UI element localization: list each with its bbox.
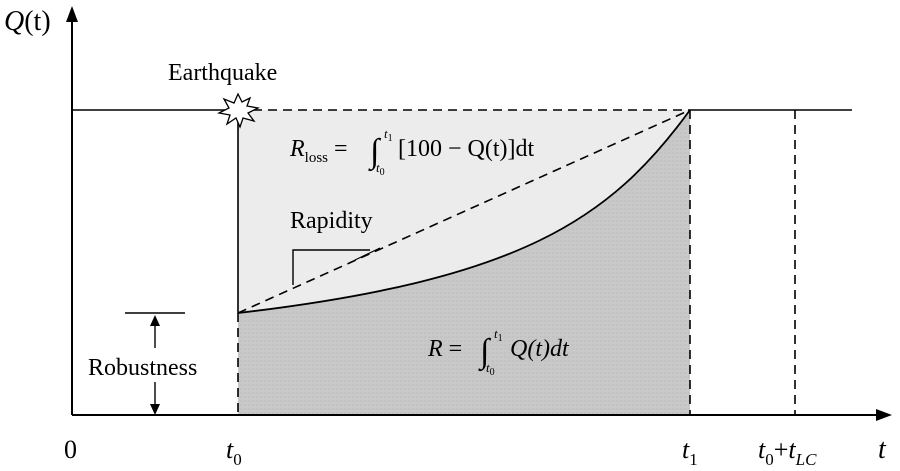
svg-text:∫: ∫ <box>478 333 492 372</box>
earthquake-burst-icon <box>216 92 261 129</box>
recovery-curve <box>237 109 691 314</box>
r-equation: R = ∫ t1 t0 Q(t)dt <box>427 326 570 378</box>
robustness-label: Robustness <box>88 355 197 381</box>
rapidity-label: Rapidity <box>290 208 373 234</box>
svg-text:[100 − Q(t)]dt: [100 − Q(t)]dt <box>398 136 535 162</box>
earthquake-label: Earthquake <box>168 60 277 86</box>
svg-text:t0: t0 <box>376 160 385 178</box>
y-axis-arrow <box>66 6 78 22</box>
robustness-arrow-down <box>150 404 160 415</box>
tick-label-t0: t0 <box>226 435 242 469</box>
svg-text:Rloss=: Rloss = <box>289 136 348 166</box>
svg-text:R=: R = <box>427 336 462 362</box>
svg-text:∫: ∫ <box>368 133 382 172</box>
dashed-linear-recovery <box>237 109 691 314</box>
rapidity-triangle <box>292 249 370 285</box>
svg-text:t1: t1 <box>494 326 503 344</box>
tick-label-t1: t1 <box>682 435 698 469</box>
r-loss-equation: Rloss = ∫ t1 t0 [100 − Q(t)]dt <box>289 126 535 178</box>
x-axis-label: t <box>878 434 887 465</box>
origin-label: 0 <box>64 435 77 464</box>
robustness-arrow-up <box>150 315 160 326</box>
tick-label-t0-plus-tlc: t0+tLC <box>758 435 817 469</box>
y-axis-label: Q(t) <box>4 6 51 37</box>
svg-text:t1: t1 <box>384 126 393 144</box>
rapidity-leader <box>354 247 381 261</box>
svg-text:Q(t)dt: Q(t)dt <box>510 336 570 362</box>
svg-text:t0: t0 <box>486 360 495 378</box>
x-axis-arrow <box>876 409 892 421</box>
recovery-region <box>238 110 690 415</box>
